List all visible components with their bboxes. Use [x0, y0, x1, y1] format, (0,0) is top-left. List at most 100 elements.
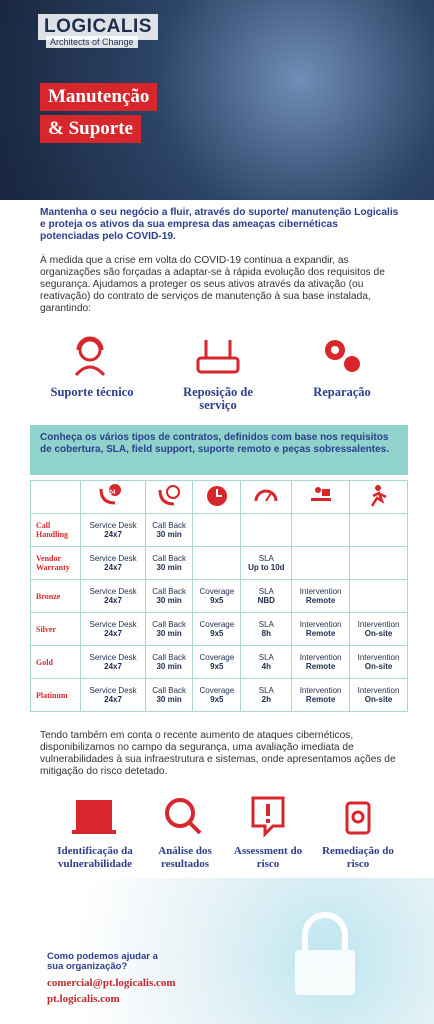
cell-line: Call Back — [152, 521, 187, 530]
cell-line: 30 min — [156, 662, 182, 671]
table-cell: Coverage 9x5 — [192, 579, 242, 613]
cell-line: 30 min — [156, 563, 182, 572]
cell-line: SLA — [258, 620, 274, 629]
security-item: Remediação do risco — [322, 845, 394, 870]
row-name: Call Handling — [30, 513, 81, 547]
logo: LOGICALIS — [38, 14, 158, 40]
table-row: Bronze Service Desk 24x7 Call Back 30 min Cov… — [30, 579, 408, 613]
corner-cell — [30, 480, 81, 514]
table-cell: Service Desk 24x7 — [79, 579, 147, 613]
row-name: Vendor Warranty — [30, 546, 81, 580]
table-banner: Conheça os vários tipos de contratos, de… — [30, 425, 408, 475]
table-row: Platinum Service Desk 24x7 Call Back 30 min C… — [30, 678, 408, 712]
table-row: Call Handling Service Desk 24x7 Call Back 30… — [30, 513, 408, 547]
table-cell: Call Back 30 min — [145, 513, 194, 547]
cell-line: 24x7 — [104, 530, 122, 539]
contact-email[interactable]: comercial@pt.logicalis.com — [47, 977, 176, 989]
cell-line: Intervention — [299, 620, 342, 629]
cell-line: 30 min — [156, 530, 182, 539]
cell-line: Service Desk — [89, 653, 137, 662]
table-cell — [192, 513, 242, 547]
cell-line: Coverage — [199, 653, 235, 662]
tagline: Architects of Change — [46, 36, 138, 48]
table-cell: SLA Up to 10d — [240, 546, 293, 580]
table-cell — [291, 546, 351, 580]
cell-line: Coverage — [199, 620, 235, 629]
security-icons — [72, 796, 371, 838]
cell-line: Intervention — [299, 587, 342, 596]
cell-line: 24x7 — [104, 662, 122, 671]
header-icon-cell — [349, 480, 408, 514]
header-icon-cell — [240, 480, 293, 514]
cell-line: SLA — [258, 653, 274, 662]
table-cell: Intervention Remote — [291, 678, 351, 712]
table-cell: Call Back 30 min — [145, 612, 194, 646]
table-cell: Call Back 30 min — [145, 645, 194, 679]
table-row: Vendor Warranty Service Desk 24x7 Call Back… — [30, 546, 408, 580]
cell-line: NBD — [257, 596, 275, 605]
table-cell: Service Desk 24x7 — [79, 612, 147, 646]
cell-line: On-site — [364, 662, 393, 671]
header-icon — [310, 487, 331, 501]
row-name: Bronze — [30, 579, 81, 613]
cell-line: Service Desk — [89, 521, 137, 530]
service-label: Suporte técnico — [50, 385, 134, 399]
cell-line: Intervention — [357, 686, 400, 695]
header-icon-cell: 24 — [79, 480, 147, 514]
cell-line: SLA — [258, 554, 274, 563]
contact-url[interactable]: pt.logicalis.com — [47, 993, 120, 1005]
cell-line: 30 min — [156, 596, 182, 605]
cell-line: Call Back — [152, 587, 187, 596]
header-icon — [370, 485, 387, 507]
contract-table: 24 Call Handling Service Desk 24x7 Call Back… — [30, 480, 408, 712]
cell-line: Service Desk — [89, 554, 137, 563]
cell-line: Remote — [305, 596, 336, 605]
cell-line: 24x7 — [104, 695, 122, 704]
cell-line: On-site — [364, 629, 393, 638]
table-cell: Service Desk 24x7 — [79, 513, 147, 547]
title-line: & Suporte — [40, 115, 141, 143]
table-cell: SLA 8h — [240, 612, 293, 646]
cell-line: Remote — [305, 695, 336, 704]
cell-line: Coverage — [199, 587, 235, 596]
lock-graphic — [295, 912, 355, 995]
cell-line: Up to 10d — [248, 563, 285, 572]
cell-line: Service Desk — [89, 686, 137, 695]
cell-line: Call Back — [152, 653, 187, 662]
header-row: 24 — [30, 480, 408, 514]
table-cell: Call Back 30 min — [145, 546, 194, 580]
cell-line: 8h — [261, 629, 271, 638]
service-label: Reposição de serviço — [183, 385, 253, 412]
table-cell — [349, 546, 408, 580]
cell-line: 24x7 — [104, 563, 122, 572]
cell-line: Service Desk — [89, 587, 137, 596]
cell-line: Call Back — [152, 620, 187, 629]
table-cell: Intervention Remote — [291, 645, 351, 679]
table-cell: SLA NBD — [240, 579, 293, 613]
cell-line: 9x5 — [210, 695, 224, 704]
header-icon-cell — [145, 480, 194, 514]
header-icon — [206, 486, 227, 506]
header-icon — [99, 484, 121, 505]
cell-line: Coverage — [199, 686, 235, 695]
table-row: Gold Service Desk 24x7 Call Back 30 min Cover… — [30, 645, 408, 679]
cell-line: 9x5 — [210, 629, 224, 638]
header-icon-cell — [291, 480, 351, 514]
cell-line: On-site — [364, 695, 393, 704]
title-line: Manutenção — [40, 83, 158, 111]
cell-line: 30 min — [156, 695, 182, 704]
cell-line: 24x7 — [104, 596, 122, 605]
table-cell: Coverage 9x5 — [192, 645, 242, 679]
table-cell — [349, 513, 408, 547]
service-icons — [74, 336, 360, 377]
security-item: Análise dos resultados — [158, 845, 212, 870]
cell-line: Remote — [305, 662, 336, 671]
security-item: Assessment do risco — [233, 845, 303, 870]
cell-line: Intervention — [299, 653, 342, 662]
cell-line: Remote — [305, 629, 336, 638]
table-cell: Intervention On-site — [349, 645, 408, 679]
cell-line: 4h — [261, 662, 271, 671]
